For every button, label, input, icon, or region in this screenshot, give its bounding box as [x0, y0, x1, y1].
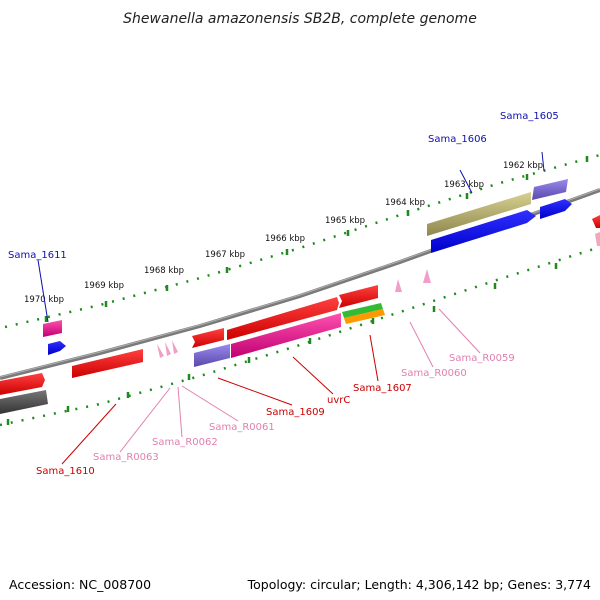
trna-r0062 — [165, 342, 171, 356]
label-sama-1605: Sama_1605 — [500, 111, 559, 122]
gene-pink-edge[interactable] — [595, 232, 600, 246]
label-sama-1607: Sama_1607 — [353, 383, 412, 394]
tick-label-1969: 1969 kbp — [84, 281, 124, 291]
tick-label-1965: 1965 kbp — [325, 216, 365, 226]
trna-r0063 — [157, 344, 164, 358]
gene-gray-left[interactable] — [0, 390, 48, 414]
label-sama-r0059: Sama_R0059 — [449, 353, 515, 364]
tick-label-1968: 1968 kbp — [144, 266, 184, 276]
tick-label-1964: 1964 kbp — [385, 198, 425, 208]
gene-sama-1606-olive[interactable] — [427, 192, 531, 236]
gene-purple-inner[interactable] — [194, 344, 230, 367]
gene-blue-long[interactable] — [431, 210, 536, 253]
label-sama-1609: Sama_1609 — [266, 407, 325, 418]
accession-text: Accession: NC_008700 — [9, 577, 152, 592]
trna-r0059 — [423, 269, 431, 283]
tick-label-1962: 1962 kbp — [503, 161, 543, 171]
trna-markers — [157, 269, 431, 358]
gene-sama-1605[interactable] — [532, 179, 568, 200]
gene-red-left[interactable] — [0, 373, 45, 395]
gene-sama-1611[interactable] — [43, 320, 62, 337]
gene-red-1609[interactable] — [192, 328, 224, 348]
trna-r0061 — [172, 340, 178, 354]
leader-lines — [37, 151, 545, 465]
label-sama-r0062: Sama_R0062 — [152, 437, 218, 448]
gene-red-edge[interactable] — [592, 215, 600, 228]
gene-red-1607a[interactable] — [339, 285, 378, 308]
map-title: Shewanella amazonensis SB2B, complete ge… — [123, 11, 477, 27]
label-sama-1606: Sama_1606 — [428, 134, 487, 145]
tick-label-1963: 1963 kbp — [444, 180, 484, 190]
label-uvrc: uvrC — [327, 395, 350, 406]
gene-green-1607[interactable] — [342, 303, 383, 318]
label-sama-1610: Sama_1610 — [36, 466, 95, 477]
gene-red-1608[interactable] — [227, 297, 339, 340]
gene-blue-small[interactable] — [48, 341, 66, 355]
gene-red-1610[interactable] — [72, 349, 143, 378]
topology-text: Topology: circular; Length: 4,306,142 bp… — [247, 577, 591, 592]
label-sama-r0061: Sama_R0061 — [209, 422, 275, 433]
gene-orange-1607[interactable] — [344, 309, 385, 324]
tick-label-1967: 1967 kbp — [205, 250, 245, 260]
outer-major-ticks — [44, 156, 589, 322]
trna-r0060 — [395, 279, 402, 292]
gene-magenta-uvrc[interactable] — [231, 313, 341, 358]
label-sama-r0060: Sama_R0060 — [401, 368, 467, 379]
gene-blue-right[interactable] — [540, 199, 572, 219]
label-sama-r0063: Sama_R0063 — [93, 452, 159, 463]
label-sama-1611: Sama_1611 — [8, 250, 67, 261]
tick-label-1966: 1966 kbp — [265, 234, 305, 244]
inner-major-ticks — [6, 263, 558, 425]
